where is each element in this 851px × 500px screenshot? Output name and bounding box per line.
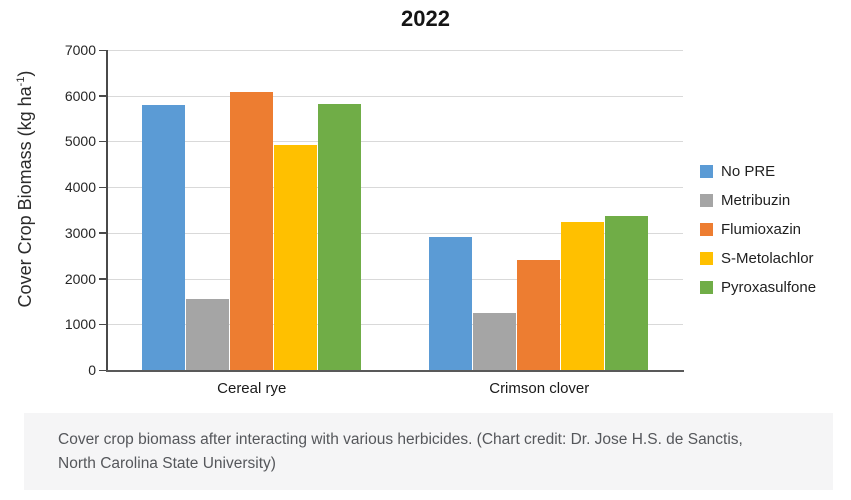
- gridline-4000: [108, 187, 683, 189]
- y-tick-label-5000: 5000: [64, 133, 96, 150]
- gridline-2000: [108, 278, 683, 280]
- bar-flumioxazin-cereal-rye: [229, 92, 273, 370]
- legend-swatch-metribuzin: [700, 194, 713, 207]
- gridline-5000: [108, 141, 683, 143]
- y-axis-title: Cover Crop Biomass (kg ha-1): [15, 24, 41, 354]
- y-tick-mark-6000: [99, 95, 106, 97]
- y-axis-title-suffix: ): [15, 70, 35, 77]
- bar-s-metolachlor-crimson-clover: [561, 222, 605, 370]
- legend-label-metribuzin: Metribuzin: [721, 192, 791, 209]
- y-tick-mark-0: [99, 369, 106, 371]
- y-tick-mark-2000: [99, 278, 106, 280]
- gridline-7000: [108, 50, 683, 51]
- caption-text: Cover crop biomass after interacting wit…: [58, 431, 743, 472]
- caption-panel: Cover crop biomass after interacting wit…: [24, 413, 833, 490]
- y-tick-mark-7000: [99, 49, 106, 51]
- chart-title: 2022: [401, 6, 450, 31]
- gridline-3000: [108, 232, 683, 234]
- legend-label-s-metolachlor: S-Metolachlor: [721, 250, 814, 267]
- y-tick-label-7000: 7000: [64, 42, 96, 58]
- legend-label-pyroxasulfone: Pyroxasulfone: [721, 279, 817, 296]
- legend-label-flumioxazin: Flumioxazin: [721, 221, 802, 238]
- y-tick-mark-1000: [99, 323, 106, 326]
- x-category-label-crimson-clover: Crimson clover: [489, 380, 590, 397]
- legend-item-flumioxazin: Flumioxazin: [700, 215, 816, 244]
- bar-no-pre-cereal-rye: [141, 104, 185, 370]
- y-tick-label-1000: 1000: [64, 316, 96, 333]
- x-category-label-cereal-rye: Cereal rye: [217, 380, 287, 397]
- bar-s-metolachlor-cereal-rye: [273, 145, 317, 370]
- y-tick-label-3000: 3000: [64, 224, 96, 241]
- x-axis-line: [106, 370, 684, 372]
- plot-area: [108, 50, 683, 370]
- bar-metribuzin-cereal-rye: [185, 299, 229, 370]
- gridline-1000: [108, 324, 683, 326]
- bar-metribuzin-crimson-clover: [473, 312, 517, 370]
- legend-swatch-pyroxasulfone: [700, 281, 713, 294]
- y-axis-title-superscript: -1: [15, 76, 27, 87]
- legend-item-s-metolachlor: S-Metolachlor: [700, 244, 816, 273]
- bar-flumioxazin-crimson-clover: [517, 259, 561, 370]
- legend-item-pyroxasulfone: Pyroxasulfone: [700, 273, 816, 302]
- y-tick-label-4000: 4000: [64, 179, 96, 196]
- legend-item-no-pre: No PRE: [700, 157, 816, 186]
- y-tick-label-0: 0: [88, 362, 96, 378]
- bar-pyroxasulfone-cereal-rye: [317, 103, 361, 370]
- legend-swatch-flumioxazin: [700, 223, 713, 236]
- y-axis-title-text: Cover Crop Biomass (kg ha: [15, 86, 35, 308]
- gridline-6000: [108, 95, 683, 97]
- y-tick-mark-5000: [99, 140, 106, 143]
- bar-pyroxasulfone-crimson-clover: [605, 215, 649, 370]
- y-tick-mark-4000: [99, 186, 106, 189]
- y-tick-label-2000: 2000: [64, 270, 96, 287]
- legend-label-no-pre: No PRE: [721, 163, 776, 180]
- legend: No PRE Metribuzin Flumioxazin S-Metolachlor…: [700, 157, 816, 302]
- legend-item-metribuzin: Metribuzin: [700, 186, 816, 215]
- y-axis-line: [106, 50, 108, 371]
- y-tick-label-6000: 6000: [64, 87, 96, 104]
- bar-no-pre-crimson-clover: [429, 237, 473, 370]
- legend-swatch-no-pre: [700, 165, 713, 178]
- legend-swatch-s-metolachlor: [700, 252, 713, 265]
- y-tick-mark-3000: [99, 232, 106, 234]
